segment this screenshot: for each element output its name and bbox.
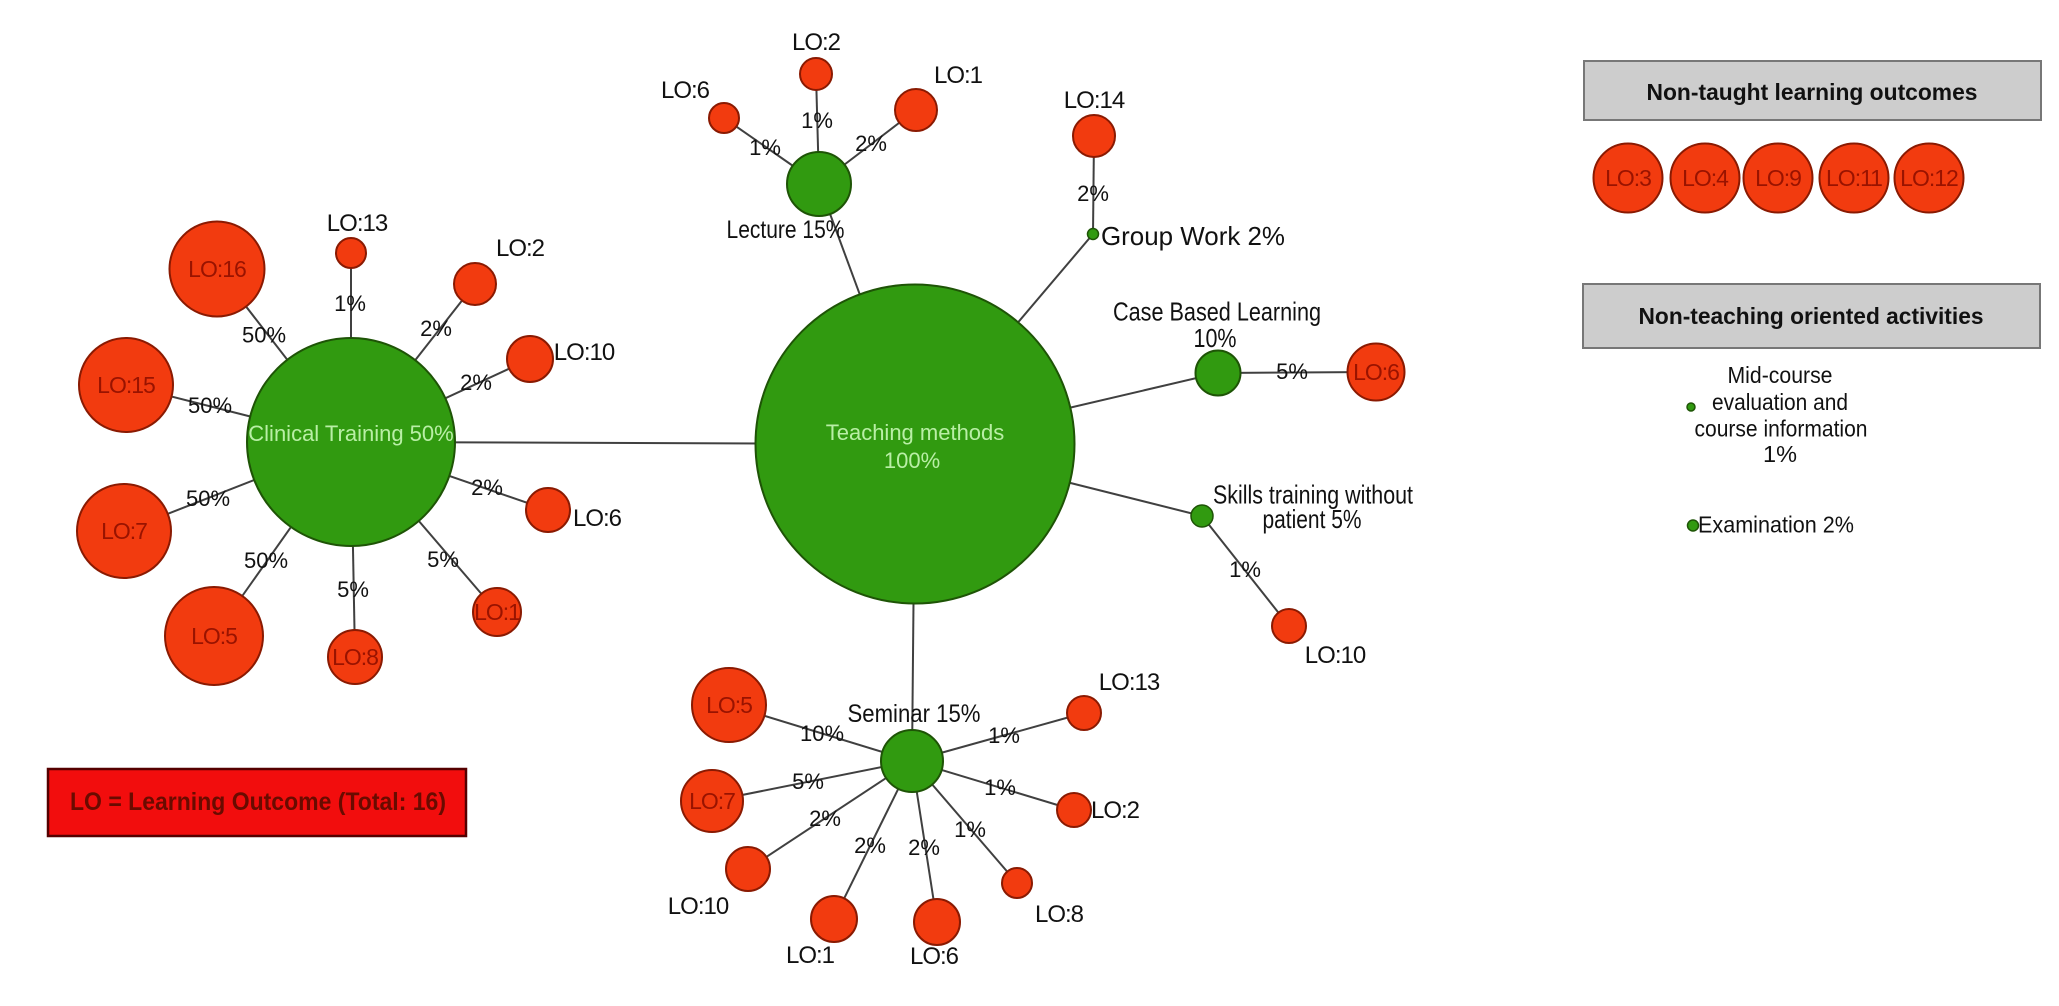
svg-text:50%: 50%: [244, 548, 288, 573]
svg-text:Examination 2%: Examination 2%: [1698, 512, 1854, 538]
svg-text:LO:3: LO:3: [1605, 165, 1651, 191]
svg-text:LO:1: LO:1: [786, 942, 835, 969]
svg-text:Group Work 2%: Group Work 2%: [1101, 221, 1285, 251]
svg-text:LO:10: LO:10: [1305, 642, 1366, 669]
svg-text:Case Based Learning: Case Based Learning: [1113, 297, 1321, 327]
svg-text:1%: 1%: [749, 135, 781, 160]
svg-text:5%: 5%: [427, 547, 459, 572]
svg-text:patient 5%: patient 5%: [1263, 504, 1362, 534]
svg-text:LO:10: LO:10: [554, 339, 615, 366]
svg-text:LO:2: LO:2: [792, 29, 841, 56]
svg-text:LO:11: LO:11: [1826, 165, 1882, 191]
svg-text:LO:9: LO:9: [1755, 165, 1801, 191]
svg-text:LO:1: LO:1: [474, 599, 520, 625]
svg-text:LO:13: LO:13: [327, 210, 388, 237]
svg-text:LO:10: LO:10: [668, 893, 729, 920]
svg-text:Seminar 15%: Seminar 15%: [848, 700, 981, 728]
svg-text:Skills training without: Skills training without: [1213, 480, 1414, 510]
svg-text:LO:4: LO:4: [1682, 165, 1729, 191]
svg-text:1%: 1%: [954, 817, 986, 842]
svg-text:2%: 2%: [908, 835, 940, 860]
svg-text:evaluation and: evaluation and: [1712, 389, 1848, 415]
svg-text:LO:14: LO:14: [1064, 87, 1125, 114]
svg-text:10%: 10%: [1194, 323, 1237, 353]
svg-text:50%: 50%: [186, 486, 230, 511]
svg-text:Non-teaching oriented activiti: Non-teaching oriented activities: [1639, 303, 1984, 329]
svg-text:course information: course information: [1695, 416, 1868, 442]
svg-text:10%: 10%: [800, 721, 844, 746]
svg-text:LO:8: LO:8: [1035, 901, 1084, 928]
svg-text:2%: 2%: [855, 131, 887, 156]
svg-text:1%: 1%: [801, 108, 833, 133]
svg-text:1%: 1%: [1229, 557, 1261, 582]
svg-text:2%: 2%: [809, 806, 841, 831]
svg-text:LO:6: LO:6: [1353, 359, 1399, 385]
svg-text:2%: 2%: [460, 370, 492, 395]
svg-text:LO:12: LO:12: [1900, 165, 1958, 191]
svg-text:5%: 5%: [1276, 359, 1308, 384]
svg-text:2%: 2%: [1077, 181, 1109, 206]
svg-text:LO:13: LO:13: [1099, 669, 1160, 696]
svg-text:LO:7: LO:7: [101, 518, 147, 544]
svg-text:Lecture 15%: Lecture 15%: [727, 216, 845, 244]
svg-text:50%: 50%: [242, 323, 286, 348]
svg-text:LO:2: LO:2: [496, 235, 545, 262]
svg-text:2%: 2%: [420, 316, 452, 341]
svg-text:LO:16: LO:16: [188, 256, 246, 282]
svg-text:5%: 5%: [792, 769, 824, 794]
svg-text:LO:2: LO:2: [1091, 797, 1140, 824]
svg-text:LO = Learning Outcome (Total:: LO = Learning Outcome (Total: 16): [70, 788, 446, 816]
svg-text:LO:5: LO:5: [706, 692, 752, 718]
svg-text:Mid-course: Mid-course: [1728, 362, 1833, 388]
svg-text:LO:8: LO:8: [332, 644, 378, 670]
svg-text:2%: 2%: [471, 475, 503, 500]
svg-text:LO:6: LO:6: [910, 943, 959, 970]
svg-text:LO:5: LO:5: [191, 623, 237, 649]
svg-text:LO:6: LO:6: [573, 505, 622, 532]
svg-text:LO:7: LO:7: [689, 788, 735, 814]
svg-text:1%: 1%: [988, 723, 1020, 748]
svg-text:LO:15: LO:15: [97, 372, 155, 398]
svg-text:50%: 50%: [188, 393, 232, 418]
svg-text:5%: 5%: [337, 577, 369, 602]
svg-text:2%: 2%: [854, 833, 886, 858]
svg-text:1%: 1%: [1763, 441, 1797, 467]
svg-text:1%: 1%: [334, 291, 366, 316]
svg-text:Clinical Training 50%: Clinical Training 50%: [248, 421, 453, 446]
svg-text:1%: 1%: [984, 775, 1016, 800]
svg-text:Teaching methods: Teaching methods: [826, 420, 1005, 445]
svg-text:100%: 100%: [884, 448, 940, 473]
svg-text:Non-taught learning outcomes: Non-taught learning outcomes: [1647, 79, 1978, 105]
svg-text:LO:6: LO:6: [661, 77, 710, 104]
svg-text:LO:1: LO:1: [934, 62, 983, 89]
